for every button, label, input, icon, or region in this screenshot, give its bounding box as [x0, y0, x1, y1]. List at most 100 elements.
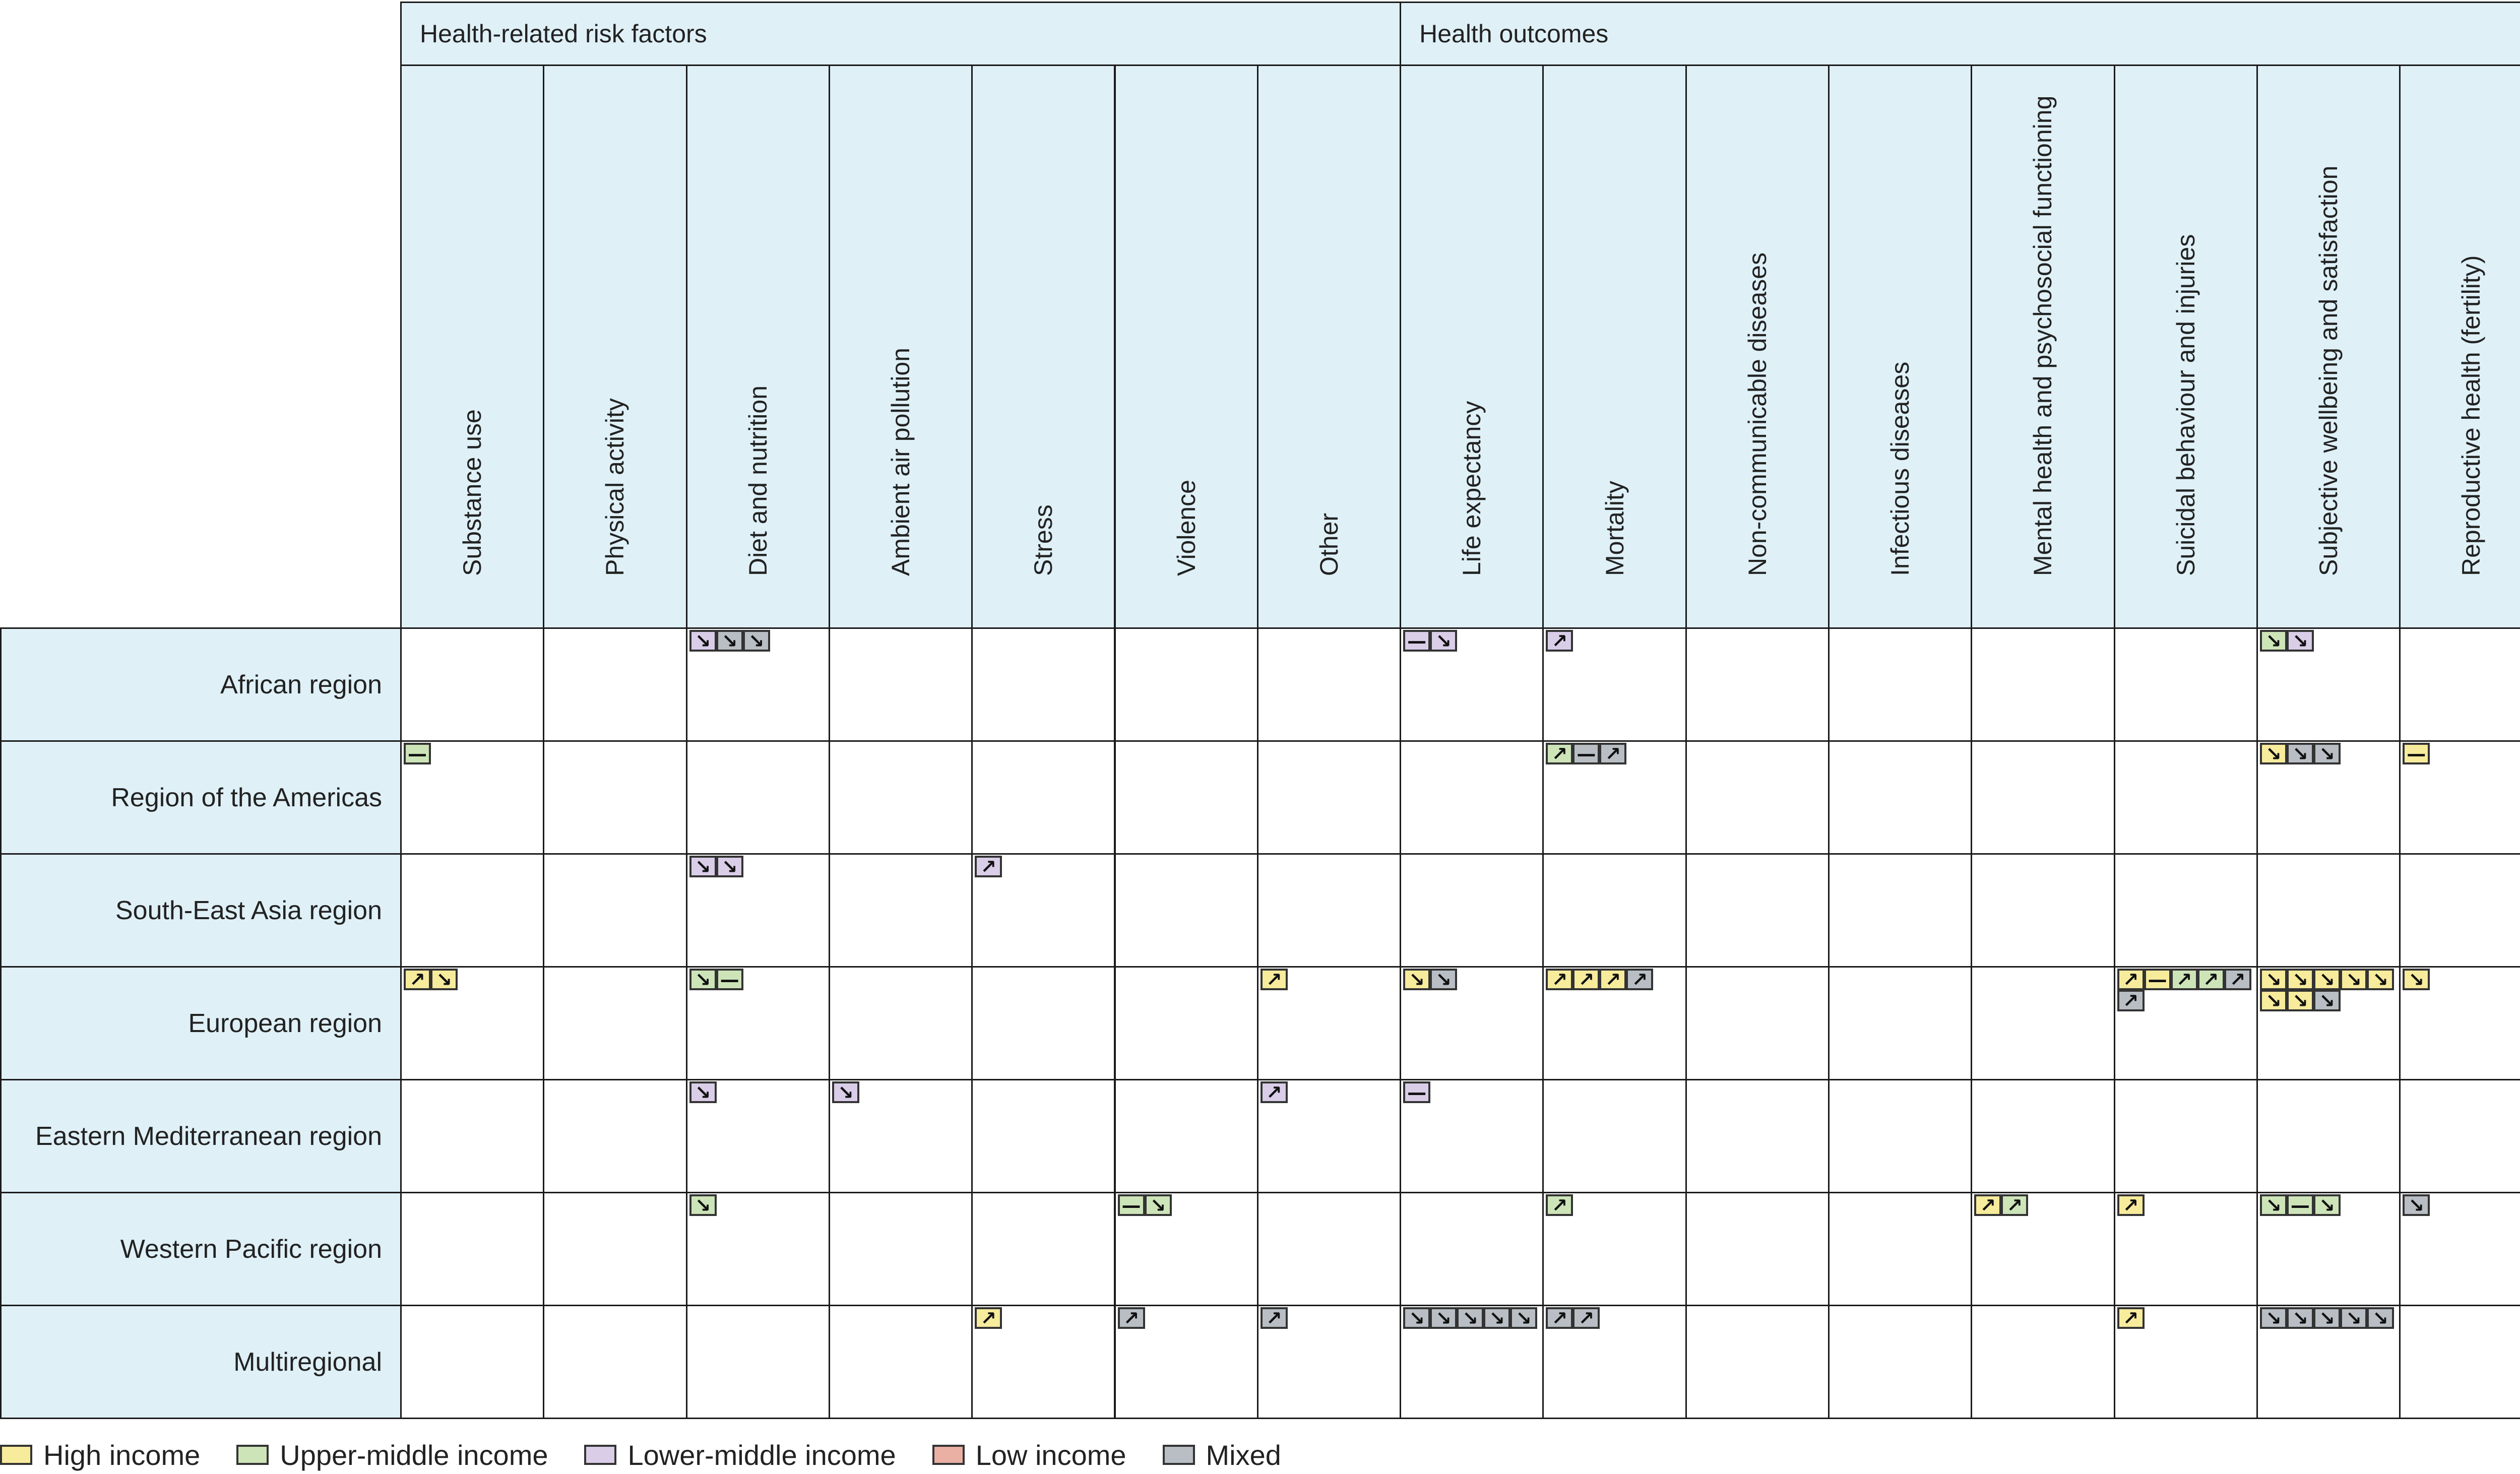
- matrix-cell: [1114, 740, 1258, 855]
- matrix-cell: [1400, 740, 1544, 855]
- finding-up-icon: ↗: [2224, 969, 2251, 990]
- finding-up-icon: ↗: [1260, 1307, 1288, 1329]
- matrix-cell: — ↘: [1114, 1192, 1258, 1306]
- finding-up-icon: ↗: [1546, 1307, 1573, 1329]
- matrix-cell: [1685, 740, 1830, 855]
- matrix-cell: [2256, 1079, 2401, 1193]
- finding-down-icon: ↘: [2403, 1194, 2430, 1216]
- matrix-cell: ↗: [1542, 627, 1687, 742]
- matrix-cell: [543, 740, 687, 855]
- matrix-cell: ↘: [685, 1192, 831, 1306]
- column-header: Ambient air pollution: [828, 65, 973, 629]
- finding-down-icon: ↘: [2313, 1307, 2341, 1329]
- matrix-cell: ↘ ↘ ↘: [2256, 740, 2401, 855]
- matrix-cell: ↗: [1256, 1079, 1402, 1193]
- finding-down-icon: ↘: [1510, 1307, 1538, 1329]
- finding-down-icon: ↘: [2286, 969, 2314, 990]
- matrix-cell: [1828, 740, 1973, 855]
- column-header-label: Other: [1314, 512, 1343, 576]
- matrix-cell: [1828, 627, 1973, 742]
- row-header: South-East Asia region: [0, 853, 402, 968]
- finding-group: ↘ —: [689, 969, 831, 990]
- matrix-cell: ↗ ↗: [1542, 1305, 1687, 1419]
- finding-group: ↘: [689, 1194, 831, 1216]
- finding-group: ↗ — ↗ ↗ ↗ ↗: [2117, 969, 2258, 1011]
- finding-down-icon: ↘: [2313, 1194, 2341, 1216]
- matrix-cell: ↗ — ↗ ↗ ↗ ↗: [2113, 966, 2258, 1080]
- matrix-cell: [1828, 1079, 1973, 1193]
- matrix-cell: [1685, 627, 1830, 742]
- finding-up-icon: ↗: [1974, 1194, 2002, 1216]
- legend-item: Low income: [932, 1439, 1126, 1471]
- matrix-cell: [1114, 853, 1258, 968]
- column-header: Diet and nutrition: [685, 65, 830, 629]
- legend-label: Lower-middle income: [627, 1439, 896, 1471]
- matrix-cell: [543, 853, 687, 968]
- matrix-cell: ↗: [971, 853, 1116, 968]
- finding-down-icon: ↘: [689, 969, 717, 990]
- matrix-cell: ↗ ↗: [1971, 1192, 2115, 1306]
- finding-up-icon: ↗: [1599, 743, 1627, 764]
- finding-down-icon: ↘: [742, 630, 770, 652]
- finding-group: ↗: [2117, 1194, 2258, 1216]
- matrix-cell: ↘ ↘: [2256, 627, 2401, 742]
- matrix-cell: ↗: [1256, 966, 1402, 1080]
- legend-label: High income: [43, 1439, 201, 1471]
- finding-group: ↘ ↘: [2259, 630, 2401, 652]
- legend-swatch: [0, 1445, 32, 1465]
- finding-group: ↗: [975, 856, 1116, 877]
- matrix-cell: —: [400, 740, 545, 855]
- finding-down-icon: ↘: [2313, 743, 2341, 764]
- legend-swatch: [932, 1445, 965, 1465]
- column-header-label: Non-communicable diseases: [1743, 252, 1772, 576]
- matrix-cell: [2399, 1305, 2520, 1419]
- finding-group: ↘ ↘ ↘ ↘ ↘: [2259, 1307, 2401, 1329]
- column-header-label: Mental health and psychosocial functioni…: [2029, 95, 2057, 576]
- column-header-label: Ambient air pollution: [887, 347, 915, 576]
- finding-group: —: [1403, 1081, 1544, 1103]
- finding-group: ↗: [1117, 1307, 1259, 1329]
- finding-flat-icon: —: [2403, 743, 2430, 764]
- matrix-cell: [1114, 1079, 1258, 1193]
- finding-down-icon: ↘: [2340, 1307, 2367, 1329]
- finding-up-icon: ↗: [1117, 1307, 1145, 1329]
- finding-down-icon: ↘: [716, 856, 743, 877]
- row-header-label: European region: [188, 1008, 382, 1038]
- matrix-cell: [828, 627, 973, 742]
- finding-down-icon: ↘: [2259, 969, 2287, 990]
- matrix-cell: ↗: [1542, 1192, 1687, 1306]
- legend-label: Mixed: [1206, 1439, 1281, 1471]
- row-header: Region of the Americas: [0, 740, 402, 855]
- row-header-label: Region of the Americas: [111, 783, 382, 812]
- finding-group: ↘: [832, 1081, 973, 1103]
- finding-down-icon: ↘: [2313, 990, 2341, 1011]
- matrix-cell: [1256, 853, 1402, 968]
- matrix-cell: [543, 627, 687, 742]
- matrix-cell: [1971, 627, 2115, 742]
- legend: High income Upper-middle income Lower-midd…: [0, 1437, 1317, 1472]
- finding-group: ↗ ↗: [1546, 1307, 1687, 1329]
- matrix-cell: [828, 966, 973, 1080]
- row-header-label: Multiregional: [233, 1347, 382, 1377]
- matrix-cell: [2399, 1079, 2520, 1193]
- matrix-cell: [971, 966, 1116, 1080]
- finding-flat-icon: —: [1403, 630, 1431, 652]
- finding-flat-icon: —: [716, 969, 743, 990]
- finding-up-icon: ↗: [1260, 1081, 1288, 1103]
- row-header: Multiregional: [0, 1305, 402, 1419]
- column-header: Stress: [971, 65, 1116, 629]
- finding-down-icon: ↘: [2259, 1307, 2287, 1329]
- column-header-label: Physical activity: [601, 398, 629, 576]
- matrix-cell: ↗ ↘: [400, 966, 545, 1080]
- matrix-cell: [543, 1305, 687, 1419]
- row-header-label: South-East Asia region: [115, 895, 382, 925]
- row-header: European region: [0, 966, 402, 1080]
- matrix-cell: [400, 627, 545, 742]
- finding-up-icon: ↗: [2117, 1307, 2145, 1329]
- matrix-cell: [1400, 853, 1544, 968]
- matrix-cell: [1400, 1192, 1544, 1306]
- finding-up-icon: ↗: [2117, 990, 2145, 1011]
- column-header: Suicidal behaviour and injuries: [2113, 65, 2258, 629]
- matrix-cell: [1685, 853, 1830, 968]
- finding-group: — ↘: [1117, 1194, 1259, 1216]
